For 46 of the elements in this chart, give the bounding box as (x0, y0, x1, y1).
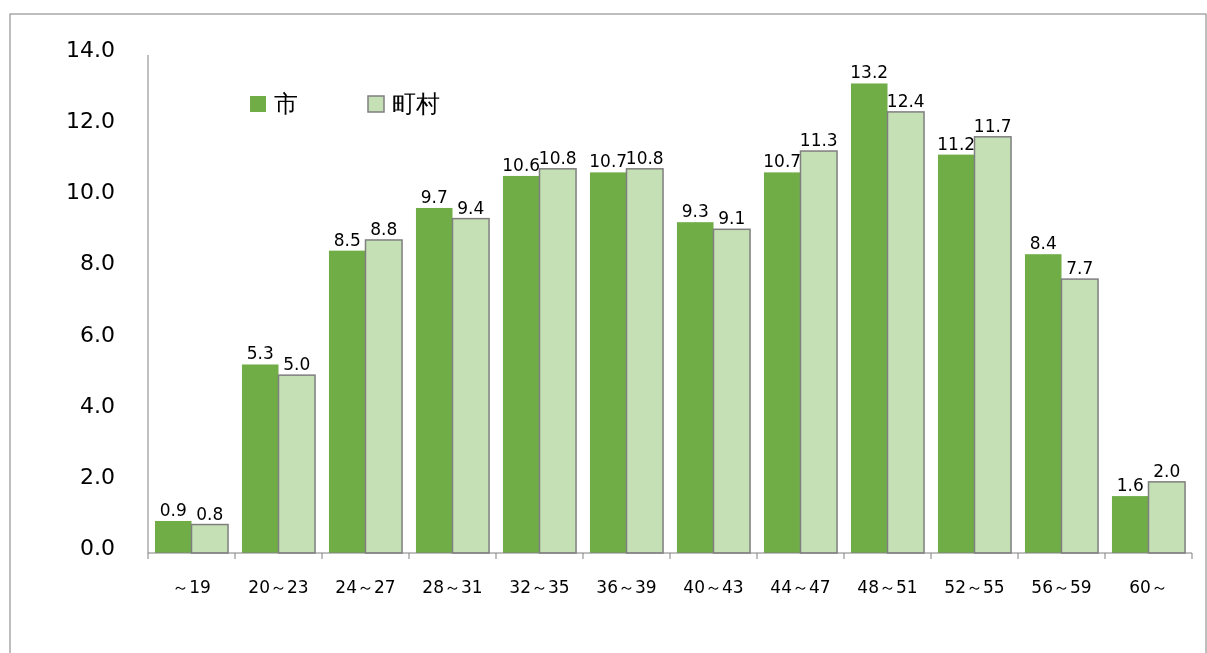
data-label: 5.3 (246, 343, 274, 364)
x-tick-label: 20～23 (248, 577, 309, 597)
data-label: 10.8 (538, 147, 577, 168)
data-label: 11.7 (973, 115, 1012, 136)
data-label: 10.6 (502, 154, 541, 175)
data-label: 9.1 (718, 208, 746, 229)
y-tick-label: 6.0 (80, 321, 115, 347)
x-tick-label: 52～55 (944, 577, 1005, 597)
x-tick-label: 28～31 (422, 577, 483, 597)
legend-label: 町村 (392, 90, 440, 119)
y-tick-label: 10.0 (66, 179, 115, 205)
x-tick-label: 56～59 (1031, 577, 1092, 597)
data-label: 13.2 (850, 62, 889, 83)
y-tick-label: 0.0 (80, 535, 115, 560)
data-label: 5.0 (283, 354, 311, 375)
data-label: 9.4 (457, 197, 485, 218)
data-label: 0.9 (159, 499, 187, 520)
data-label: 10.8 (625, 147, 664, 168)
data-label: 9.7 (420, 186, 448, 207)
data-label: 11.3 (799, 130, 838, 151)
x-tick-label: 60～ (1129, 577, 1168, 597)
data-label: 9.3 (681, 201, 709, 222)
y-tick-label: 2.0 (80, 463, 115, 489)
data-label: 8.4 (1029, 233, 1057, 254)
x-tick-label: 48～51 (857, 577, 918, 597)
y-tick-label: 12.0 (66, 108, 115, 134)
y-tick-label: 14.0 (66, 37, 115, 62)
x-tick-label: 36～39 (596, 577, 657, 597)
data-label: 1.6 (1116, 475, 1144, 496)
data-label: 12.4 (886, 90, 925, 111)
data-label: 11.2 (937, 133, 976, 154)
data-label: 7.7 (1066, 258, 1094, 279)
legend-label: 市 (274, 90, 298, 119)
x-tick-label: ～19 (172, 577, 211, 597)
x-tick-label: 44～47 (770, 577, 831, 597)
data-label: 10.7 (589, 151, 628, 172)
data-label: 0.8 (196, 503, 224, 524)
x-tick-label: 32～35 (509, 577, 570, 597)
data-label: 8.8 (370, 218, 398, 239)
data-label: 2.0 (1153, 460, 1181, 481)
y-tick-label: 8.0 (80, 250, 115, 276)
data-label: 10.7 (763, 151, 802, 172)
data-label: 8.5 (333, 229, 361, 250)
y-tick-label: 4.0 (80, 392, 115, 418)
x-tick-label: 40～43 (683, 577, 744, 597)
x-tick-label: 24～27 (335, 577, 396, 597)
